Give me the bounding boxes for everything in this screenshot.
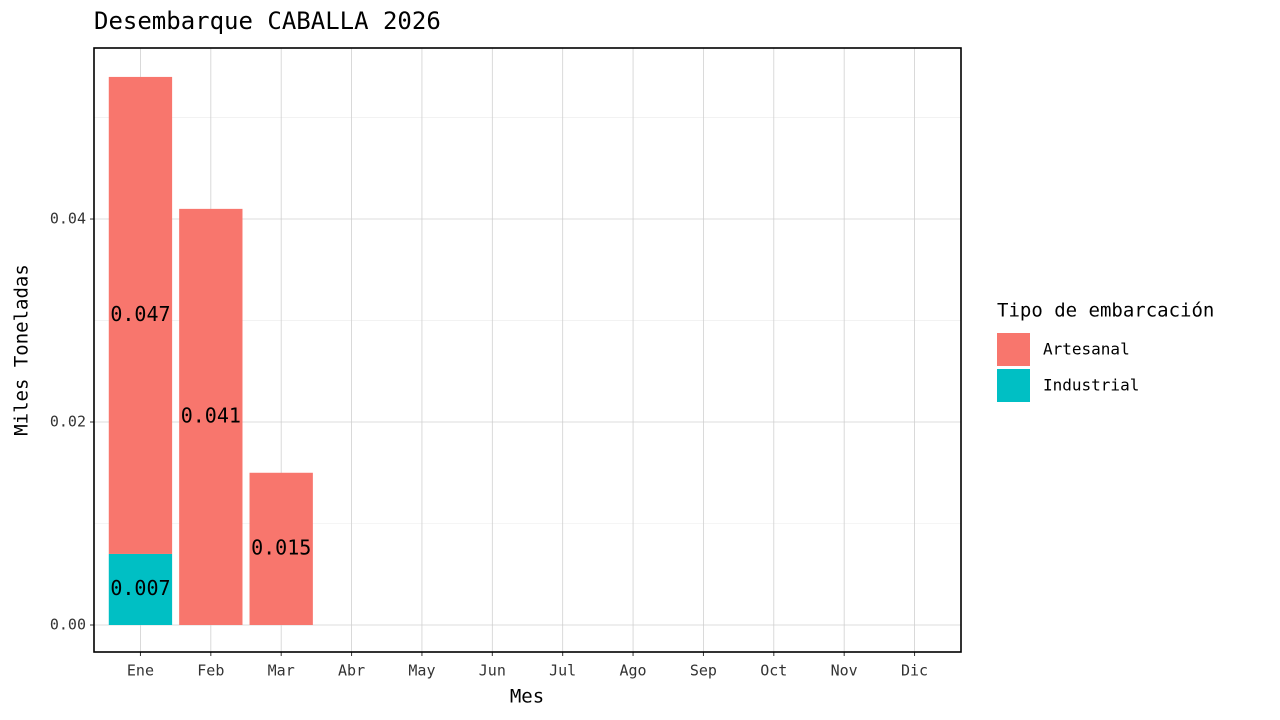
x-tick-label: Sep — [690, 662, 717, 680]
data-label: 0.007 — [110, 576, 170, 600]
legend-label: Artesanal — [1043, 340, 1130, 359]
x-tick-label: Jul — [549, 662, 576, 680]
chart-title: Desembarque CABALLA 2026 — [94, 7, 441, 35]
x-tick-label: May — [408, 662, 435, 680]
data-label: 0.047 — [110, 302, 170, 326]
x-tick-label: Feb — [197, 662, 224, 680]
x-tick-label: Mar — [268, 662, 295, 680]
x-tick-label: Jun — [479, 662, 506, 680]
x-tick-label: Abr — [338, 662, 365, 680]
x-tick-label: Oct — [760, 662, 787, 680]
bar — [108, 76, 173, 554]
data-label: 0.041 — [181, 403, 241, 427]
y-tick-label: 0.00 — [50, 616, 86, 634]
x-tick-label: Dic — [901, 662, 928, 680]
bar — [108, 553, 173, 626]
legend-title: Tipo de embarcación — [997, 300, 1214, 322]
panel-border — [93, 47, 962, 653]
y-tick-label: 0.04 — [50, 210, 86, 228]
x-axis-label: Mes — [510, 686, 544, 708]
x-tick-label: Nov — [831, 662, 858, 680]
legend-label: Industrial — [1043, 376, 1139, 395]
x-tick-label: Ene — [127, 662, 154, 680]
y-tick-label: 0.02 — [50, 413, 86, 431]
bar — [179, 208, 243, 626]
y-axis-label: Miles Toneladas — [11, 264, 33, 436]
bar — [249, 472, 313, 626]
x-tick-label: Ago — [620, 662, 647, 680]
data-label: 0.015 — [251, 535, 311, 559]
legend-swatch — [997, 369, 1030, 402]
legend-swatch — [997, 333, 1030, 366]
